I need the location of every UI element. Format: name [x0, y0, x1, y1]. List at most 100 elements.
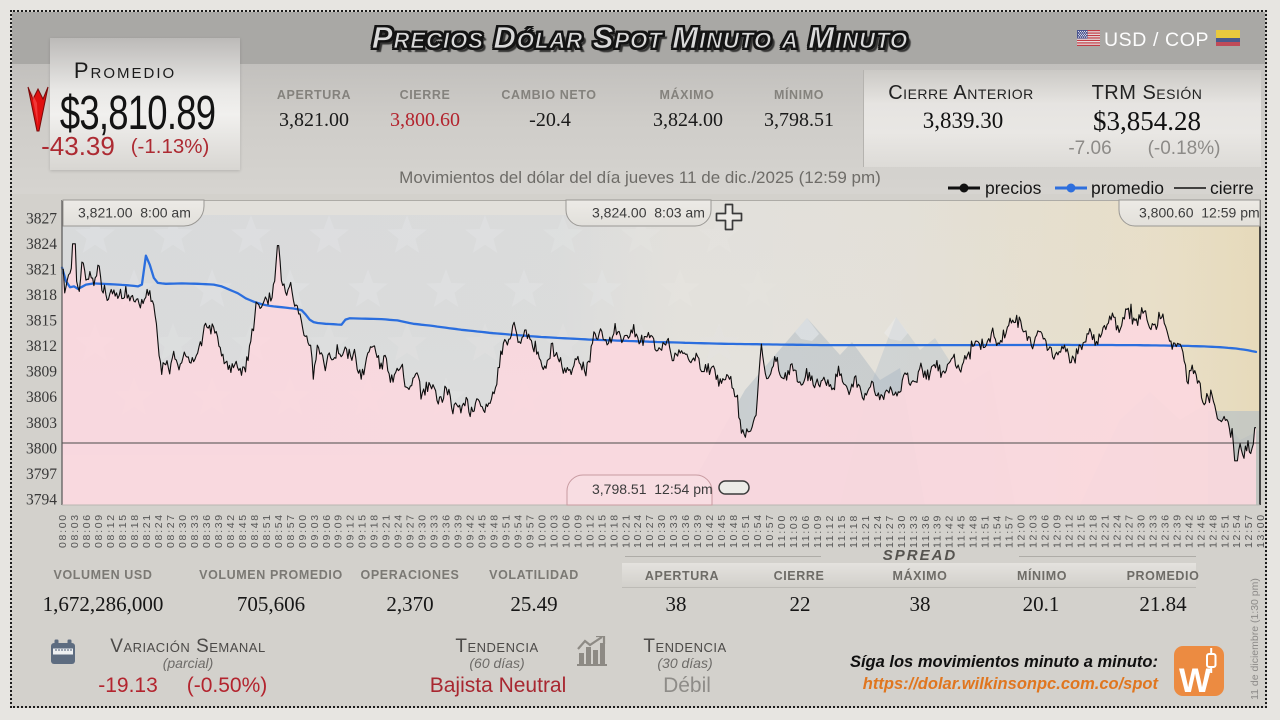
svg-text:3812: 3812	[26, 338, 57, 355]
svg-text:12:51: 12:51	[1219, 513, 1231, 548]
svg-text:10:51: 10:51	[740, 513, 752, 548]
svg-text:12:12: 12:12	[1064, 513, 1076, 548]
svg-text:3803: 3803	[26, 415, 57, 432]
svg-text:10:39: 10:39	[692, 513, 704, 548]
svg-text:09:09: 09:09	[333, 513, 345, 548]
svg-text:10:12: 10:12	[584, 513, 596, 548]
svg-text:10:03: 10:03	[548, 513, 560, 548]
svg-text:09:03: 09:03	[309, 513, 321, 548]
svg-text:09:21: 09:21	[381, 513, 393, 548]
svg-text:3824: 3824	[26, 236, 57, 253]
svg-text:09:12: 09:12	[345, 513, 357, 548]
svg-text:08:06: 08:06	[81, 513, 93, 548]
svg-text:11:51: 11:51	[980, 514, 992, 548]
svg-text:08:21: 08:21	[141, 513, 153, 548]
svg-text:11:39: 11:39	[932, 514, 944, 548]
svg-text:12:15: 12:15	[1076, 513, 1088, 548]
svg-text:08:57: 08:57	[285, 513, 297, 548]
svg-text:12:36: 12:36	[1159, 513, 1171, 548]
svg-text:3815: 3815	[26, 313, 57, 330]
svg-text:09:48: 09:48	[489, 513, 501, 548]
svg-text:08:30: 08:30	[177, 513, 189, 548]
svg-text:11:24: 11:24	[872, 514, 884, 548]
svg-text:08:54: 08:54	[273, 513, 285, 548]
svg-text:12:27: 12:27	[1123, 513, 1135, 548]
svg-text:08:03: 08:03	[69, 513, 81, 548]
svg-text:10:21: 10:21	[620, 513, 632, 548]
svg-text:12:33: 12:33	[1147, 513, 1159, 548]
svg-text:10:48: 10:48	[728, 513, 740, 548]
svg-text:08:51: 08:51	[261, 513, 273, 548]
svg-text:11:00: 11:00	[776, 514, 788, 548]
svg-text:11:42: 11:42	[944, 514, 956, 548]
svg-text:11:09: 11:09	[812, 514, 824, 548]
svg-text:09:54: 09:54	[512, 513, 524, 548]
svg-text:11:12: 11:12	[824, 514, 836, 548]
svg-text:11:54: 11:54	[992, 514, 1004, 548]
svg-text:08:48: 08:48	[249, 513, 261, 548]
svg-text:12:21: 12:21	[1100, 513, 1112, 548]
svg-text:08:27: 08:27	[165, 513, 177, 548]
svg-text:08:33: 08:33	[189, 513, 201, 548]
svg-text:12:03: 12:03	[1028, 513, 1040, 548]
svg-text:12:57: 12:57	[1243, 513, 1255, 548]
svg-text:11:45: 11:45	[956, 514, 968, 548]
svg-text:10:09: 10:09	[572, 513, 584, 548]
svg-text:10:36: 10:36	[680, 513, 692, 548]
svg-text:13:00: 13:00	[1255, 513, 1267, 548]
svg-text:3821: 3821	[26, 262, 57, 279]
svg-text:12:09: 12:09	[1052, 513, 1064, 548]
svg-text:09:51: 09:51	[501, 513, 513, 548]
svg-text:11:33: 11:33	[908, 514, 920, 548]
svg-text:10:27: 10:27	[644, 513, 656, 548]
svg-text:11:57: 11:57	[1004, 514, 1016, 548]
svg-text:12:18: 12:18	[1088, 513, 1100, 548]
svg-text:09:57: 09:57	[524, 513, 536, 548]
svg-text:3809: 3809	[26, 364, 57, 381]
svg-text:09:30: 09:30	[417, 513, 429, 548]
svg-text:3794: 3794	[26, 491, 57, 508]
svg-text:08:45: 08:45	[237, 513, 249, 548]
svg-text:10:06: 10:06	[560, 513, 572, 548]
svg-text:09:42: 09:42	[465, 513, 477, 548]
svg-text:09:00: 09:00	[297, 513, 309, 548]
svg-text:12:39: 12:39	[1171, 513, 1183, 548]
svg-text:12:00: 12:00	[1016, 513, 1028, 548]
svg-text:3806: 3806	[26, 389, 57, 406]
svg-text:09:36: 09:36	[441, 513, 453, 548]
svg-text:10:42: 10:42	[704, 513, 716, 548]
svg-text:3800: 3800	[26, 440, 57, 457]
svg-text:12:48: 12:48	[1207, 513, 1219, 548]
svg-text:10:15: 10:15	[596, 513, 608, 548]
svg-text:11:18: 11:18	[848, 514, 860, 548]
svg-text:cierre: cierre	[1210, 178, 1254, 198]
svg-text:11:03: 11:03	[788, 514, 800, 548]
svg-text:08:39: 08:39	[213, 513, 225, 548]
svg-text:08:24: 08:24	[153, 513, 165, 548]
svg-text:10:54: 10:54	[752, 513, 764, 548]
svg-text:09:27: 09:27	[405, 513, 417, 548]
svg-text:12:42: 12:42	[1183, 513, 1195, 548]
svg-text:08:12: 08:12	[105, 513, 117, 548]
svg-text:12:24: 12:24	[1111, 513, 1123, 548]
svg-text:3818: 3818	[26, 287, 57, 304]
svg-text:12:45: 12:45	[1195, 513, 1207, 548]
svg-text:$3,810.89: $3,810.89	[60, 86, 215, 140]
svg-text:11:21: 11:21	[860, 514, 872, 548]
svg-text:12:30: 12:30	[1135, 513, 1147, 548]
svg-text:W: W	[1179, 662, 1212, 698]
svg-text:3,800.60 12:59 pm: 3,800.60 12:59 pm	[1139, 205, 1260, 221]
svg-text:3,821.00 8:00 am: 3,821.00 8:00 am	[78, 205, 191, 221]
svg-text:09:18: 09:18	[369, 513, 381, 548]
svg-text:11:27: 11:27	[884, 514, 896, 548]
svg-text:12:54: 12:54	[1231, 513, 1243, 548]
svg-text:09:45: 09:45	[477, 513, 489, 548]
svg-text:11:30: 11:30	[896, 514, 908, 548]
svg-text:3,824.00 8:03 am: 3,824.00 8:03 am	[592, 205, 705, 221]
svg-text:10:00: 10:00	[536, 513, 548, 548]
svg-text:11:06: 11:06	[800, 514, 812, 548]
svg-text:09:39: 09:39	[453, 513, 465, 548]
svg-text:promedio: promedio	[1091, 178, 1164, 198]
svg-text:10:30: 10:30	[656, 513, 668, 548]
svg-text:10:33: 10:33	[668, 513, 680, 548]
